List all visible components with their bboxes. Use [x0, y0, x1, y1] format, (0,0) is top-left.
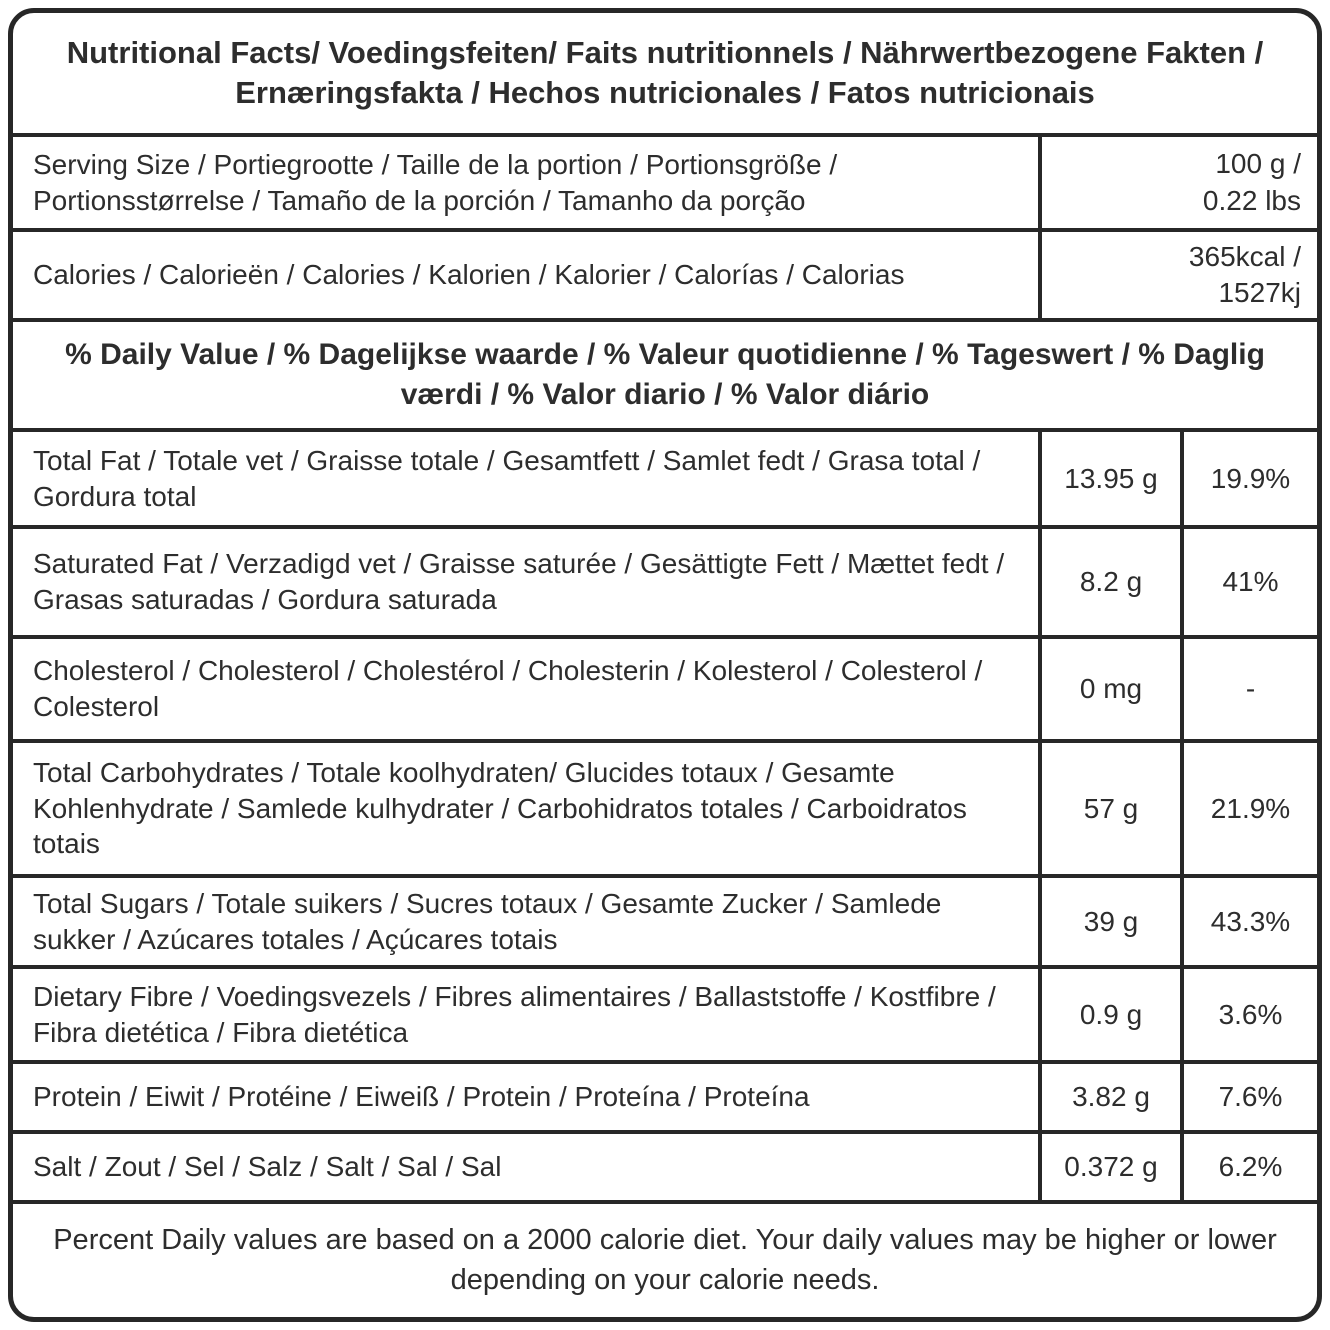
nutrient-percent: 3.6%	[1180, 969, 1317, 1060]
nutrient-percent: 7.6%	[1180, 1064, 1317, 1130]
label-title: Nutritional Facts/ Voedingsfeiten/ Faits…	[66, 34, 1264, 110]
nutrient-amount: 0.9 g	[1038, 969, 1180, 1060]
nutrient-percent: 21.9%	[1180, 743, 1317, 874]
serving-size-row: Serving Size / Portiegrootte / Taille de…	[13, 133, 1317, 228]
calories-value: 365kcal / 1527kj	[1038, 232, 1317, 318]
nutrient-amount: 0 mg	[1038, 639, 1180, 739]
label-title-row: Nutritional Facts/ Voedingsfeiten/ Faits…	[13, 13, 1317, 133]
nutrient-label: Total Sugars / Totale suikers / Sucres t…	[33, 887, 942, 955]
nutrient-label: Dietary Fibre / Voedingsvezels / Fibres …	[33, 980, 996, 1048]
nutrient-label: Total Fat / Totale vet / Graisse totale …	[33, 444, 981, 512]
footnote-text: Percent Daily values are based on a 2000…	[53, 1224, 1277, 1296]
table-row-saturated-fat: Saturated Fat / Verzadigd vet / Graisse …	[13, 525, 1317, 635]
calories-row: Calories / Calorieën / Calories / Kalori…	[13, 228, 1317, 318]
table-row-dietary-fibre: Dietary Fibre / Voedingsvezels / Fibres …	[13, 965, 1317, 1060]
nutrient-amount: 13.95 g	[1038, 432, 1180, 525]
nutrient-label: Salt / Zout / Sel / Salz / Salt / Sal / …	[33, 1151, 502, 1183]
table-row-cholesterol: Cholesterol / Cholesterol / Cholestérol …	[13, 635, 1317, 739]
table-row-protein: Protein / Eiwit / Protéine / Eiweiß / Pr…	[13, 1060, 1317, 1130]
table-row-total-fat: Total Fat / Totale vet / Graisse totale …	[13, 428, 1317, 525]
nutrient-amount: 57 g	[1038, 743, 1180, 874]
nutrient-percent: 43.3%	[1180, 878, 1317, 965]
nutrient-label: Total Carbohydrates / Totale koolhydrate…	[33, 756, 967, 860]
nutrient-percent: 41%	[1180, 529, 1317, 635]
daily-value-header: % Daily Value / % Dagelijkse waarde / % …	[65, 337, 1265, 412]
nutrient-label: Saturated Fat / Verzadigd vet / Graisse …	[33, 548, 1005, 615]
table-row-total-carbohydrates: Total Carbohydrates / Totale koolhydrate…	[13, 739, 1317, 874]
calories-label: Calories / Calorieën / Calories / Kalori…	[33, 259, 905, 291]
nutrient-amount: 39 g	[1038, 878, 1180, 965]
table-row-total-sugars: Total Sugars / Totale suikers / Sucres t…	[13, 874, 1317, 965]
footnote-row: Percent Daily values are based on a 2000…	[13, 1200, 1317, 1317]
nutrient-amount: 0.372 g	[1038, 1134, 1180, 1200]
nutrition-facts-label: Nutritional Facts/ Voedingsfeiten/ Faits…	[8, 8, 1322, 1322]
nutrient-percent: 6.2%	[1180, 1134, 1317, 1200]
serving-size-label: Serving Size / Portiegrootte / Taille de…	[33, 148, 838, 216]
nutrient-label: Protein / Eiwit / Protéine / Eiweiß / Pr…	[33, 1081, 810, 1113]
nutrient-percent: 19.9%	[1180, 432, 1317, 525]
nutrient-percent: -	[1180, 639, 1317, 739]
nutrient-label: Cholesterol / Cholesterol / Cholestérol …	[33, 655, 983, 722]
nutrient-amount: 3.82 g	[1038, 1064, 1180, 1130]
table-row-salt: Salt / Zout / Sel / Salz / Salt / Sal / …	[13, 1130, 1317, 1200]
nutrient-amount: 8.2 g	[1038, 529, 1180, 635]
daily-value-header-row: % Daily Value / % Dagelijkse waarde / % …	[13, 318, 1317, 428]
serving-size-value: 100 g / 0.22 lbs	[1038, 137, 1317, 228]
